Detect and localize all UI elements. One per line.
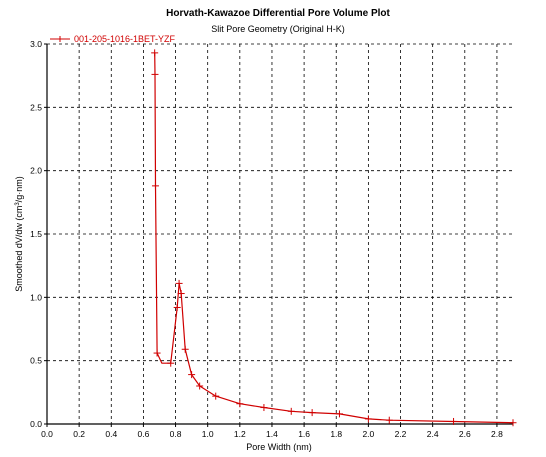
x-tick-label: 1.6 <box>298 429 310 439</box>
data-point-marker <box>335 410 343 418</box>
data-point-marker <box>236 400 244 408</box>
x-tick-label: 0.0 <box>41 429 53 439</box>
x-tick-label: 2.8 <box>491 429 503 439</box>
data-point-marker <box>260 404 268 412</box>
x-tick-label: 1.2 <box>234 429 246 439</box>
chart-subtitle: Slit Pore Geometry (Original H-K) <box>211 24 345 34</box>
data-point-marker <box>167 359 175 367</box>
y-tick-label: 1.5 <box>30 229 42 239</box>
y-axis-title-superscript: 3 <box>15 202 21 206</box>
x-tick-label: 0.8 <box>170 429 182 439</box>
y-tick-label: 3.0 <box>30 39 42 49</box>
data-point-marker <box>287 407 295 415</box>
x-tick-label: 0.6 <box>137 429 149 439</box>
x-tick-label: 2.0 <box>362 429 374 439</box>
data-point-marker <box>151 70 159 78</box>
y-tick-label: 2.5 <box>30 102 42 112</box>
series-layer <box>151 49 517 427</box>
grid <box>47 43 513 424</box>
legend-label: 001-205-1016-1BET-YZF <box>74 34 176 44</box>
y-axis-title-part-2: /g·nm) <box>14 176 24 202</box>
data-point-marker <box>177 290 185 298</box>
x-tick-label: 1.0 <box>202 429 214 439</box>
data-point-marker <box>188 371 196 379</box>
data-point-marker <box>212 392 220 400</box>
y-tick-label: 0.0 <box>30 419 42 429</box>
data-point-marker <box>153 349 161 357</box>
axes: 0.0 0.2 0.4 0.6 0.8 1.0 1.2 1.4 1.6 1.8 2.0 2.2 2.4 2… <box>30 39 513 439</box>
y-tick-label: 0.5 <box>30 356 42 366</box>
data-point-marker <box>196 382 204 390</box>
series-line <box>154 52 514 424</box>
x-tick-label: 0.4 <box>105 429 117 439</box>
data-point-marker <box>308 409 316 417</box>
y-tick-label: 1.0 <box>30 292 42 302</box>
x-axis-title: Pore Width (nm) <box>246 442 312 452</box>
x-tick-label: 2.6 <box>459 429 471 439</box>
data-point-marker <box>175 279 183 287</box>
data-point-marker <box>509 419 517 427</box>
x-tick-label: 0.2 <box>73 429 85 439</box>
y-axis-title: Smoothed dV/dw (cm3/g·nm) <box>14 176 24 291</box>
x-tick-label: 1.4 <box>266 429 278 439</box>
data-point-marker <box>151 182 159 190</box>
chart-title: Horvath-Kawazoe Differential Pore Volume… <box>166 8 390 19</box>
data-point-marker <box>181 345 189 353</box>
data-point-marker <box>450 417 458 425</box>
x-tick-label: 2.2 <box>395 429 407 439</box>
data-point-marker <box>173 303 181 311</box>
legend: 001-205-1016-1BET-YZF <box>50 34 176 44</box>
data-point-marker <box>151 49 159 57</box>
data-point-marker <box>385 416 393 424</box>
x-tick-label: 2.4 <box>427 429 439 439</box>
y-tick-label: 2.0 <box>30 166 42 176</box>
data-point-marker <box>364 415 372 423</box>
y-axis-title-part-1: Smoothed dV/dw (cm <box>14 206 24 292</box>
x-tick-label: 1.8 <box>330 429 342 439</box>
